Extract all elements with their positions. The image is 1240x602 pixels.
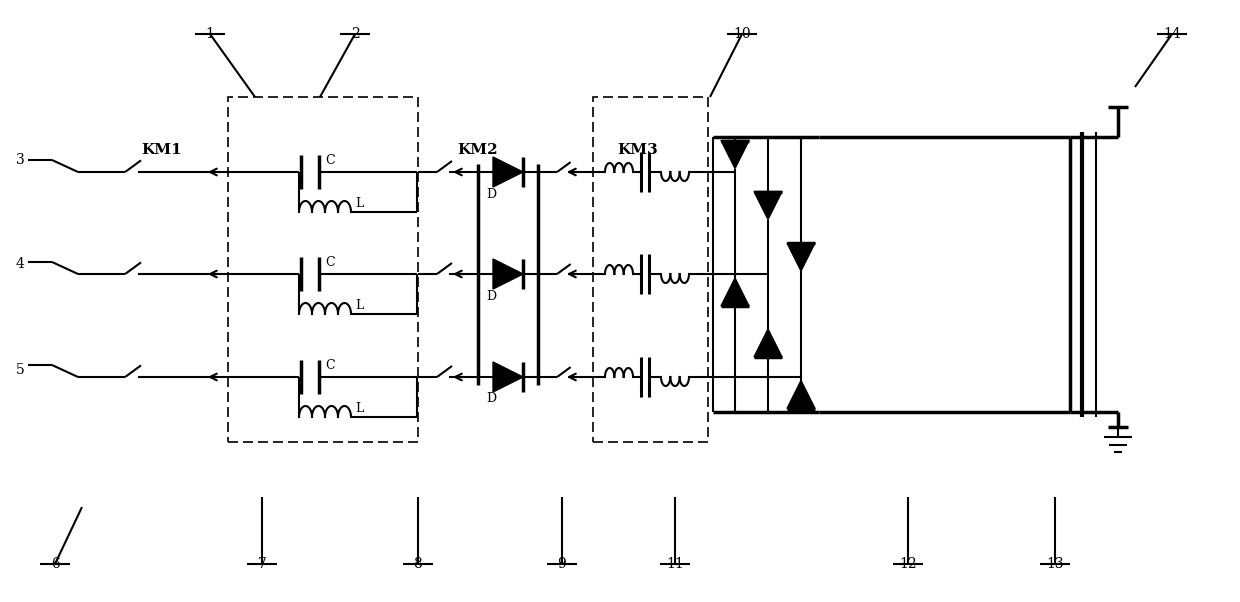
Text: KM2: KM2 bbox=[458, 143, 498, 157]
Text: 11: 11 bbox=[666, 557, 684, 571]
Text: D: D bbox=[486, 187, 496, 200]
Bar bbox=[593, 97, 708, 442]
Polygon shape bbox=[754, 191, 782, 220]
Polygon shape bbox=[494, 157, 523, 187]
Text: L: L bbox=[355, 402, 363, 415]
Polygon shape bbox=[787, 380, 815, 409]
Text: 12: 12 bbox=[899, 557, 916, 571]
Text: 10: 10 bbox=[733, 27, 750, 41]
Text: 14: 14 bbox=[1163, 27, 1180, 41]
Bar bbox=[228, 97, 418, 442]
Text: 1: 1 bbox=[206, 27, 215, 41]
Polygon shape bbox=[720, 278, 749, 306]
Text: 6: 6 bbox=[51, 557, 60, 571]
Polygon shape bbox=[720, 140, 749, 169]
Text: D: D bbox=[486, 393, 496, 406]
Polygon shape bbox=[754, 329, 782, 357]
Text: KM1: KM1 bbox=[141, 143, 182, 157]
Polygon shape bbox=[494, 259, 523, 289]
Text: C: C bbox=[325, 256, 335, 269]
Polygon shape bbox=[494, 362, 523, 392]
Text: 9: 9 bbox=[558, 557, 567, 571]
Polygon shape bbox=[787, 243, 815, 271]
Text: 8: 8 bbox=[414, 557, 423, 571]
Text: KM3: KM3 bbox=[618, 143, 658, 157]
Text: 3: 3 bbox=[16, 153, 25, 167]
Text: C: C bbox=[325, 359, 335, 372]
Text: 2: 2 bbox=[351, 27, 360, 41]
Text: 4: 4 bbox=[16, 257, 25, 271]
Text: 5: 5 bbox=[16, 363, 25, 377]
Text: L: L bbox=[355, 197, 363, 210]
Text: 7: 7 bbox=[258, 557, 267, 571]
Text: L: L bbox=[355, 299, 363, 312]
Text: D: D bbox=[486, 290, 496, 302]
Text: C: C bbox=[325, 154, 335, 167]
Text: 13: 13 bbox=[1047, 557, 1064, 571]
